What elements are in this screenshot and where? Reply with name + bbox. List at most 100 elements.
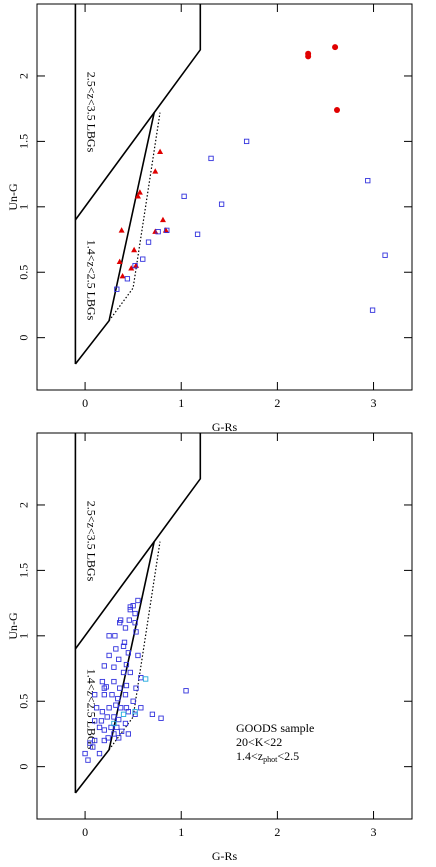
point (181, 193, 187, 199)
region-label: 2.5<z<3.5 LBGs (84, 72, 98, 153)
point (118, 705, 124, 711)
panel: 0 1 2 3 0 0.5 1 1.5 2 G-Rs Un-G 2.5<z<3.5 LBGs 1.4<z… (6, 432, 413, 863)
point (218, 201, 225, 207)
point (115, 695, 121, 702)
point (116, 716, 122, 723)
point (109, 692, 115, 698)
point (152, 168, 159, 174)
boundary-dotted (108, 112, 161, 322)
point (369, 307, 376, 313)
point (194, 231, 201, 237)
y-tick-label: 1 (17, 204, 31, 210)
point (114, 724, 120, 731)
point (108, 724, 114, 731)
plot-frame (36, 432, 413, 820)
annotation-part: <2.5 (277, 749, 299, 763)
point (118, 227, 125, 233)
y-tick-label: 1 (17, 633, 31, 639)
plot-frame (36, 3, 413, 391)
panel: 0 1 2 3 0 0.5 1 1.5 2 G-Rs Un-G 2.5<z<3.5 LBGs 1.4<z… (6, 3, 413, 434)
point (132, 263, 138, 269)
region-label: 1.4<z<2.5 LBGs (84, 669, 98, 750)
point (152, 228, 159, 234)
boundary-dotted (108, 541, 161, 751)
point (119, 272, 126, 279)
point (164, 227, 170, 234)
point (116, 656, 122, 663)
boundary (74, 4, 202, 221)
point (130, 603, 136, 609)
point (111, 664, 117, 670)
annotation-part: 1.4<z (236, 749, 263, 763)
point (128, 265, 135, 271)
point (134, 193, 141, 199)
y-axis-label: Un-G (6, 183, 20, 211)
y-tick-label: 0.5 (17, 265, 31, 280)
point (133, 685, 139, 691)
boundary (74, 433, 202, 650)
point (118, 728, 125, 734)
point (135, 652, 141, 659)
point (120, 711, 127, 717)
point (122, 720, 129, 727)
point (133, 629, 139, 635)
point (127, 669, 133, 676)
point (149, 711, 156, 717)
point (113, 702, 119, 708)
x-tick-label: 2 (274, 396, 280, 410)
point (332, 44, 339, 51)
point (334, 106, 340, 113)
point (208, 155, 214, 162)
point (92, 718, 98, 724)
point (106, 705, 112, 711)
point (120, 643, 127, 649)
point (123, 682, 130, 689)
point (104, 714, 110, 720)
point (117, 685, 123, 691)
point (183, 688, 189, 694)
point (114, 286, 120, 292)
point (106, 652, 112, 659)
point (96, 750, 103, 757)
x-axis-label: G-Rs (212, 420, 238, 434)
point (101, 727, 107, 733)
x-tick-label: 1 (178, 396, 184, 410)
point (132, 610, 138, 617)
point (365, 177, 371, 184)
point (92, 692, 98, 698)
selection-boundaries (74, 4, 202, 365)
x-tick-label: 2 (274, 825, 280, 839)
annotation-part: phot (263, 755, 278, 764)
x-tick-label: 3 (371, 396, 377, 410)
point (101, 692, 107, 698)
point (143, 676, 149, 682)
point (85, 757, 91, 763)
selection-boundaries (74, 433, 202, 794)
x-tick-label: 0 (82, 825, 88, 839)
region-label: 2.5<z<3.5 LBGs (84, 501, 98, 582)
point (98, 718, 105, 724)
point (138, 705, 144, 711)
point (305, 53, 312, 60)
point (111, 678, 117, 685)
y-tick-label: 1.5 (17, 134, 31, 149)
point (122, 625, 129, 631)
point (99, 709, 106, 715)
point (140, 256, 146, 262)
y-tick-label: 2 (17, 502, 31, 508)
point (92, 737, 98, 744)
point (106, 633, 112, 639)
point (145, 239, 152, 245)
point (135, 597, 141, 604)
point (116, 258, 123, 264)
x-tick-label: 0 (82, 396, 88, 410)
point (125, 650, 131, 656)
point (101, 663, 107, 669)
region-label: 1.4<z<2.5 LBGs (84, 240, 98, 321)
point (125, 731, 131, 737)
point (123, 705, 130, 711)
point (126, 617, 132, 623)
point (118, 617, 124, 623)
y-tick-label: 0 (17, 335, 31, 341)
